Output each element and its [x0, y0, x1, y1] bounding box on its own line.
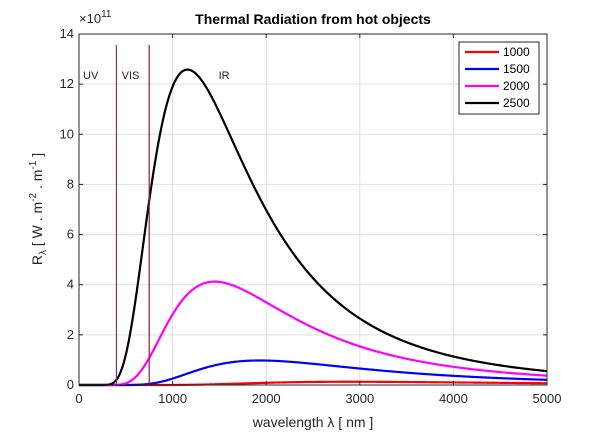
- exponent-power: 11: [101, 9, 112, 20]
- legend-label-1500: 1500: [503, 62, 530, 76]
- y-label-rest: [ W . m: [29, 202, 45, 246]
- series-line-2000: [79, 280, 548, 387]
- y-tick-label: 10: [60, 126, 74, 141]
- chart-title: Thermal Radiation from hot objects: [195, 11, 431, 27]
- x-tick-label: 5000: [533, 391, 562, 406]
- y-tick-label: 12: [60, 76, 74, 91]
- spectrum-boundaries: [115, 45, 150, 385]
- x-axis-label: wavelength λ [ nm ]: [252, 414, 374, 430]
- region-label-vis: VIS: [122, 70, 140, 82]
- legend-label-2500: 2500: [503, 96, 530, 110]
- y-label-end: ]: [29, 153, 45, 161]
- series-line-2500: [79, 68, 548, 387]
- y-label-mid: . m: [29, 170, 45, 193]
- exponent-label: ×1011: [79, 9, 112, 26]
- y-tick-label: 14: [60, 26, 74, 41]
- region-label-ir: IR: [219, 70, 230, 82]
- legend: 1000 1500 2000 2500: [458, 41, 540, 115]
- region-label-uv: UV: [83, 70, 99, 82]
- plot-frame: [78, 33, 548, 386]
- legend-label-1000: 1000: [503, 45, 530, 59]
- y-tick-label: 4: [67, 277, 74, 292]
- y-axis-label: Rλ [ W . m-2 . m-1 ]: [28, 153, 49, 265]
- x-ticks: 0 1000 2000 3000 4000 5000: [75, 34, 561, 406]
- y-tick-label: 6: [67, 227, 74, 242]
- y-tick-label: 8: [67, 176, 74, 191]
- y-tick-label: 2: [67, 327, 74, 342]
- y-label-sup2: -1: [28, 160, 39, 169]
- y-label-main: R: [29, 255, 45, 265]
- x-tick-label: 3000: [345, 391, 374, 406]
- y-ticks: 0 2 4 6 8 10 12 14: [60, 26, 547, 392]
- exponent-base: ×10: [79, 11, 101, 26]
- x-tick-label: 4000: [439, 391, 468, 406]
- x-tick-label: 0: [75, 391, 82, 406]
- legend-label-2000: 2000: [503, 79, 530, 93]
- x-tick-label: 1000: [158, 391, 187, 406]
- spectrum-regions: UV VIS IR: [83, 70, 230, 82]
- series-line-1500: [79, 359, 548, 387]
- y-tick-label: 0: [67, 377, 74, 392]
- y-label-sub: λ: [38, 250, 49, 255]
- y-label-sup1: -2: [28, 192, 39, 201]
- x-tick-label: 2000: [252, 391, 281, 406]
